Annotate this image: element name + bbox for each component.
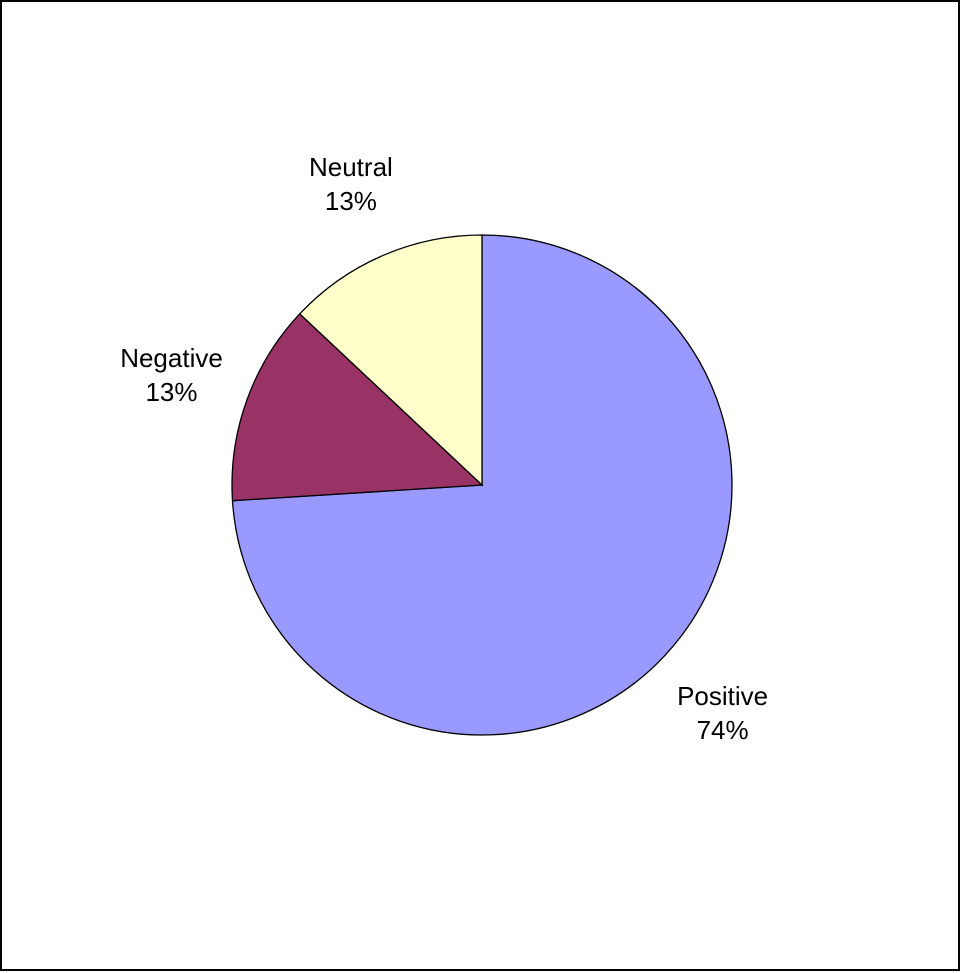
slice-category-label: Neutral (309, 152, 393, 182)
pie-slice-negative (231, 312, 484, 502)
pie-slice-neutral (298, 234, 483, 487)
slice-label-neutral: Neutral 13% (309, 152, 393, 216)
slice-category-label: Negative (120, 343, 223, 373)
slice-percent-label: 13% (145, 377, 197, 407)
slice-label-positive: Positive 74% (677, 681, 768, 745)
slice-label-negative: Negative 13% (120, 343, 223, 407)
slice-percent-label: 13% (325, 186, 377, 216)
slice-percent-label: 74% (697, 715, 749, 745)
slice-category-label: Positive (677, 681, 768, 711)
